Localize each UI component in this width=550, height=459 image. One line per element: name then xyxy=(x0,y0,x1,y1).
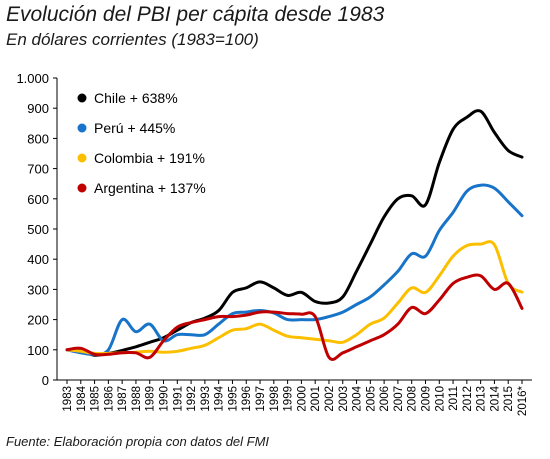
legend-marker xyxy=(77,183,87,193)
x-axis-ticks: 1983 1984 1985 1986 1987 1988 1989 1990 1991 1992… xyxy=(62,380,529,416)
legend-marker xyxy=(77,93,87,103)
y-tick-label: 200 xyxy=(27,313,49,328)
x-tick-label: 1991 xyxy=(172,386,184,412)
legend-label: Chile + 638% xyxy=(94,90,178,106)
x-tick-label: 1998 xyxy=(269,386,281,412)
y-tick-label: 700 xyxy=(27,162,49,177)
x-tick-label: 2007 xyxy=(393,386,405,412)
series-line xyxy=(65,240,524,356)
series-line xyxy=(65,109,524,357)
x-tick-label: 1988 xyxy=(131,386,143,412)
y-tick-label: 1.000 xyxy=(16,71,49,86)
y-tick-label: 900 xyxy=(27,101,49,116)
x-tick-label: 1997 xyxy=(255,386,267,412)
x-tick-label: 2008 xyxy=(407,386,419,412)
x-tick-label: 2002 xyxy=(324,386,336,412)
x-tick-label: 1994 xyxy=(214,385,226,411)
legend-label: Argentina + 137% xyxy=(94,180,206,196)
x-tick-label: 1990 xyxy=(159,386,171,412)
x-tick-label: 1999 xyxy=(283,386,295,412)
x-tick-label: 1992 xyxy=(186,386,198,412)
x-tick-label: 2001 xyxy=(310,386,322,412)
chart-subtitle: En dólares corrientes (1983=100) xyxy=(6,30,259,49)
y-tick-label: 400 xyxy=(27,252,49,267)
x-tick-label: 1983 xyxy=(62,386,74,412)
legend-marker xyxy=(77,153,87,163)
x-tick-label: 2013 xyxy=(476,386,488,412)
y-axis-ticks: 0 100 200 300 400 500 600 700 800 900 1.000 xyxy=(16,71,57,388)
x-tick-label: 2000 xyxy=(296,386,308,412)
series-lines xyxy=(65,109,524,361)
y-tick-label: 300 xyxy=(27,282,49,297)
x-tick-label: 2009 xyxy=(420,386,432,412)
y-tick-label: 600 xyxy=(27,192,49,207)
y-tick-label: 0 xyxy=(42,373,49,388)
x-tick-label: 2005 xyxy=(365,386,377,412)
x-tick-label: 2010 xyxy=(434,386,446,412)
x-tick-label: 2004 xyxy=(352,385,364,411)
x-tick-label: 1986 xyxy=(103,386,115,412)
legend-label: Perú + 445% xyxy=(94,120,175,136)
y-tick-label: 100 xyxy=(27,343,49,358)
x-tick-label: 2016* xyxy=(517,385,529,416)
x-tick-label: 2011 xyxy=(448,386,460,411)
series-line xyxy=(65,183,524,356)
chart-title: Evolución del PBI per cápita desde 1983 xyxy=(6,3,385,26)
y-tick-label: 500 xyxy=(27,222,49,237)
legend: Chile + 638% Perú + 445% Colombia + 191% Ar… xyxy=(77,90,206,196)
x-tick-label: 1995 xyxy=(227,386,239,412)
y-tick-label: 800 xyxy=(27,131,49,146)
x-tick-label: 1985 xyxy=(90,386,102,412)
x-tick-label: 2015 xyxy=(503,386,515,412)
x-tick-label: 2006 xyxy=(379,386,391,412)
x-tick-label: 1989 xyxy=(145,386,157,412)
legend-marker xyxy=(77,123,87,133)
series-line xyxy=(65,273,524,361)
x-tick-label: 2003 xyxy=(338,386,350,412)
x-tick-label: 1996 xyxy=(241,386,253,412)
x-tick-label: 2014 xyxy=(489,385,501,411)
x-tick-label: 1984 xyxy=(76,385,88,411)
x-tick-label: 2012 xyxy=(462,386,474,412)
source-note: Fuente: Elaboración propia con datos del… xyxy=(6,434,270,449)
legend-label: Colombia + 191% xyxy=(94,150,205,166)
x-tick-label: 1993 xyxy=(200,386,212,412)
x-tick-label: 1987 xyxy=(117,386,129,412)
